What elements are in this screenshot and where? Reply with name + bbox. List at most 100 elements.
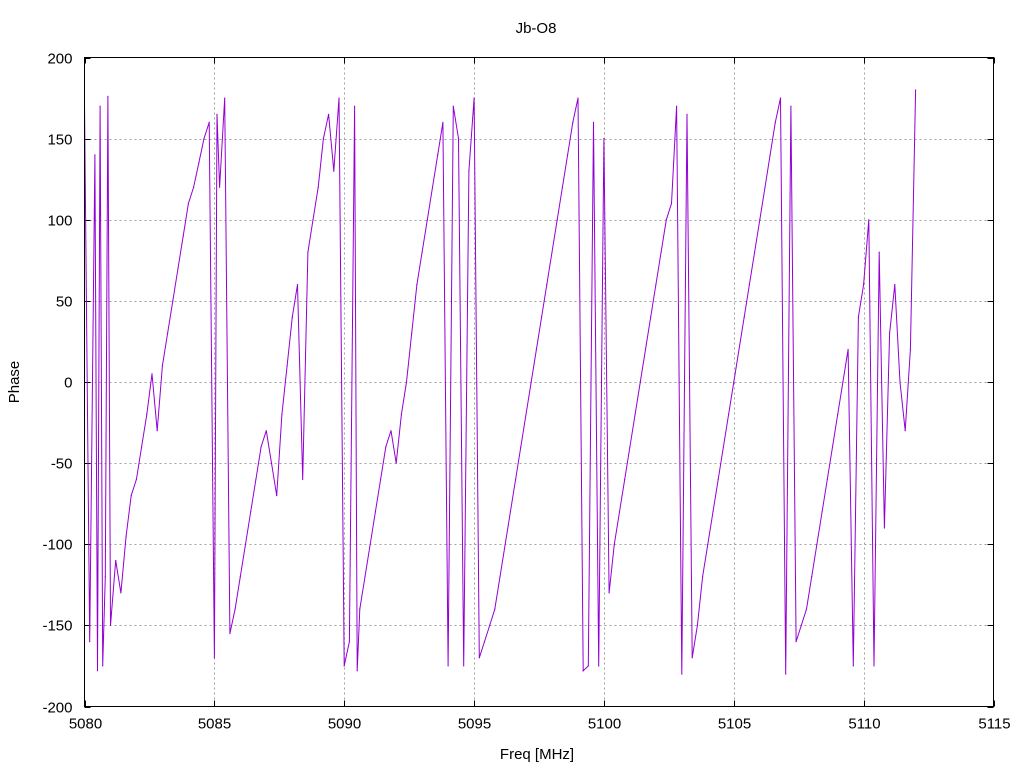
data-point [639, 381, 641, 383]
data-point [769, 154, 771, 156]
data-point [852, 665, 854, 667]
data-point [463, 665, 465, 667]
plot-frame [84, 57, 994, 707]
data-point [286, 365, 288, 367]
x-tick-label: 5095 [458, 716, 491, 733]
data-point [213, 657, 215, 659]
data-point [644, 348, 647, 351]
data-point [322, 138, 324, 140]
data-point [743, 316, 745, 318]
data-point [712, 511, 714, 513]
y-axis-label: Phase [6, 361, 23, 404]
data-point [811, 576, 813, 578]
data-point [182, 235, 184, 237]
x-tick-label: 5110 [848, 716, 880, 733]
series-group [83, 89, 917, 675]
data-point [338, 97, 340, 99]
data-point [94, 154, 96, 156]
data-point [193, 186, 195, 188]
data-point [909, 348, 912, 351]
data-point [681, 673, 683, 675]
data-point [421, 251, 423, 253]
data-point [629, 446, 631, 448]
data-point [380, 478, 382, 480]
data-point [665, 219, 667, 221]
data-point [198, 162, 200, 164]
data-point [535, 348, 538, 351]
data-point [281, 413, 283, 415]
data-point [561, 186, 564, 188]
data-point [624, 478, 626, 480]
data-point [831, 446, 834, 448]
data-point [489, 624, 491, 627]
data-point [774, 121, 776, 123]
data-point [146, 413, 148, 415]
data-point [826, 478, 828, 480]
data-point [587, 665, 589, 667]
data-point [291, 316, 293, 318]
data-point [847, 348, 849, 351]
data-point [302, 478, 304, 480]
data-point [525, 413, 527, 415]
data-point [405, 381, 408, 383]
data-point [707, 543, 709, 545]
data-point [216, 113, 218, 115]
data-point [899, 381, 901, 383]
data-point [224, 97, 226, 99]
x-tick-label: 5085 [198, 716, 231, 733]
x-tick-label: 5100 [588, 716, 621, 733]
data-point [208, 121, 210, 123]
data-point [161, 365, 163, 367]
data-point [504, 543, 506, 545]
data-point [369, 543, 371, 545]
data-point [442, 121, 444, 123]
data-point [385, 446, 387, 448]
data-point [764, 186, 766, 188]
data-point [317, 186, 319, 188]
data-point [104, 576, 106, 578]
data-point [395, 462, 397, 464]
data-point [125, 535, 127, 537]
series-line [84, 89, 917, 675]
data-point [333, 170, 335, 172]
data-point [702, 576, 704, 578]
data-point [494, 608, 496, 610]
data-point [660, 251, 662, 253]
data-point [260, 446, 262, 448]
data-point [857, 316, 860, 318]
data-point [515, 478, 517, 480]
data-point [356, 670, 358, 672]
chart-title: Jb-O8 [516, 20, 557, 37]
data-point [883, 527, 886, 529]
x-tick-label: 5105 [718, 716, 751, 733]
data-point [234, 608, 236, 610]
data-point [795, 641, 797, 643]
data-point [779, 97, 782, 99]
data-point [167, 332, 169, 334]
data-point [411, 332, 413, 334]
data-point [328, 113, 330, 115]
data-point [374, 511, 376, 513]
data-point [426, 219, 428, 221]
y-tick-label: -50 [51, 456, 73, 473]
data-point [592, 121, 595, 123]
data-point [468, 170, 470, 172]
data-point [156, 430, 158, 432]
data-point [873, 665, 875, 667]
data-point [89, 641, 91, 643]
data-point [483, 641, 486, 643]
y-tick-label: -100 [42, 537, 72, 554]
data-point [107, 95, 109, 97]
y-tick-label: 50 [56, 294, 73, 311]
data-point [842, 381, 844, 383]
data-point [354, 105, 356, 107]
data-point [650, 316, 652, 318]
data-point [130, 495, 132, 497]
data-point [805, 608, 808, 610]
data-point [696, 624, 699, 627]
data-point [582, 670, 584, 672]
data-point [431, 186, 434, 188]
data-point [96, 670, 99, 672]
data-point [598, 665, 600, 667]
data-point [686, 113, 688, 115]
